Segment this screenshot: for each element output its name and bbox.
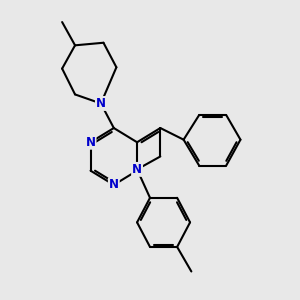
Text: N: N	[109, 178, 119, 191]
Text: N: N	[132, 163, 142, 176]
Text: N: N	[85, 136, 96, 149]
Text: N: N	[96, 97, 106, 110]
